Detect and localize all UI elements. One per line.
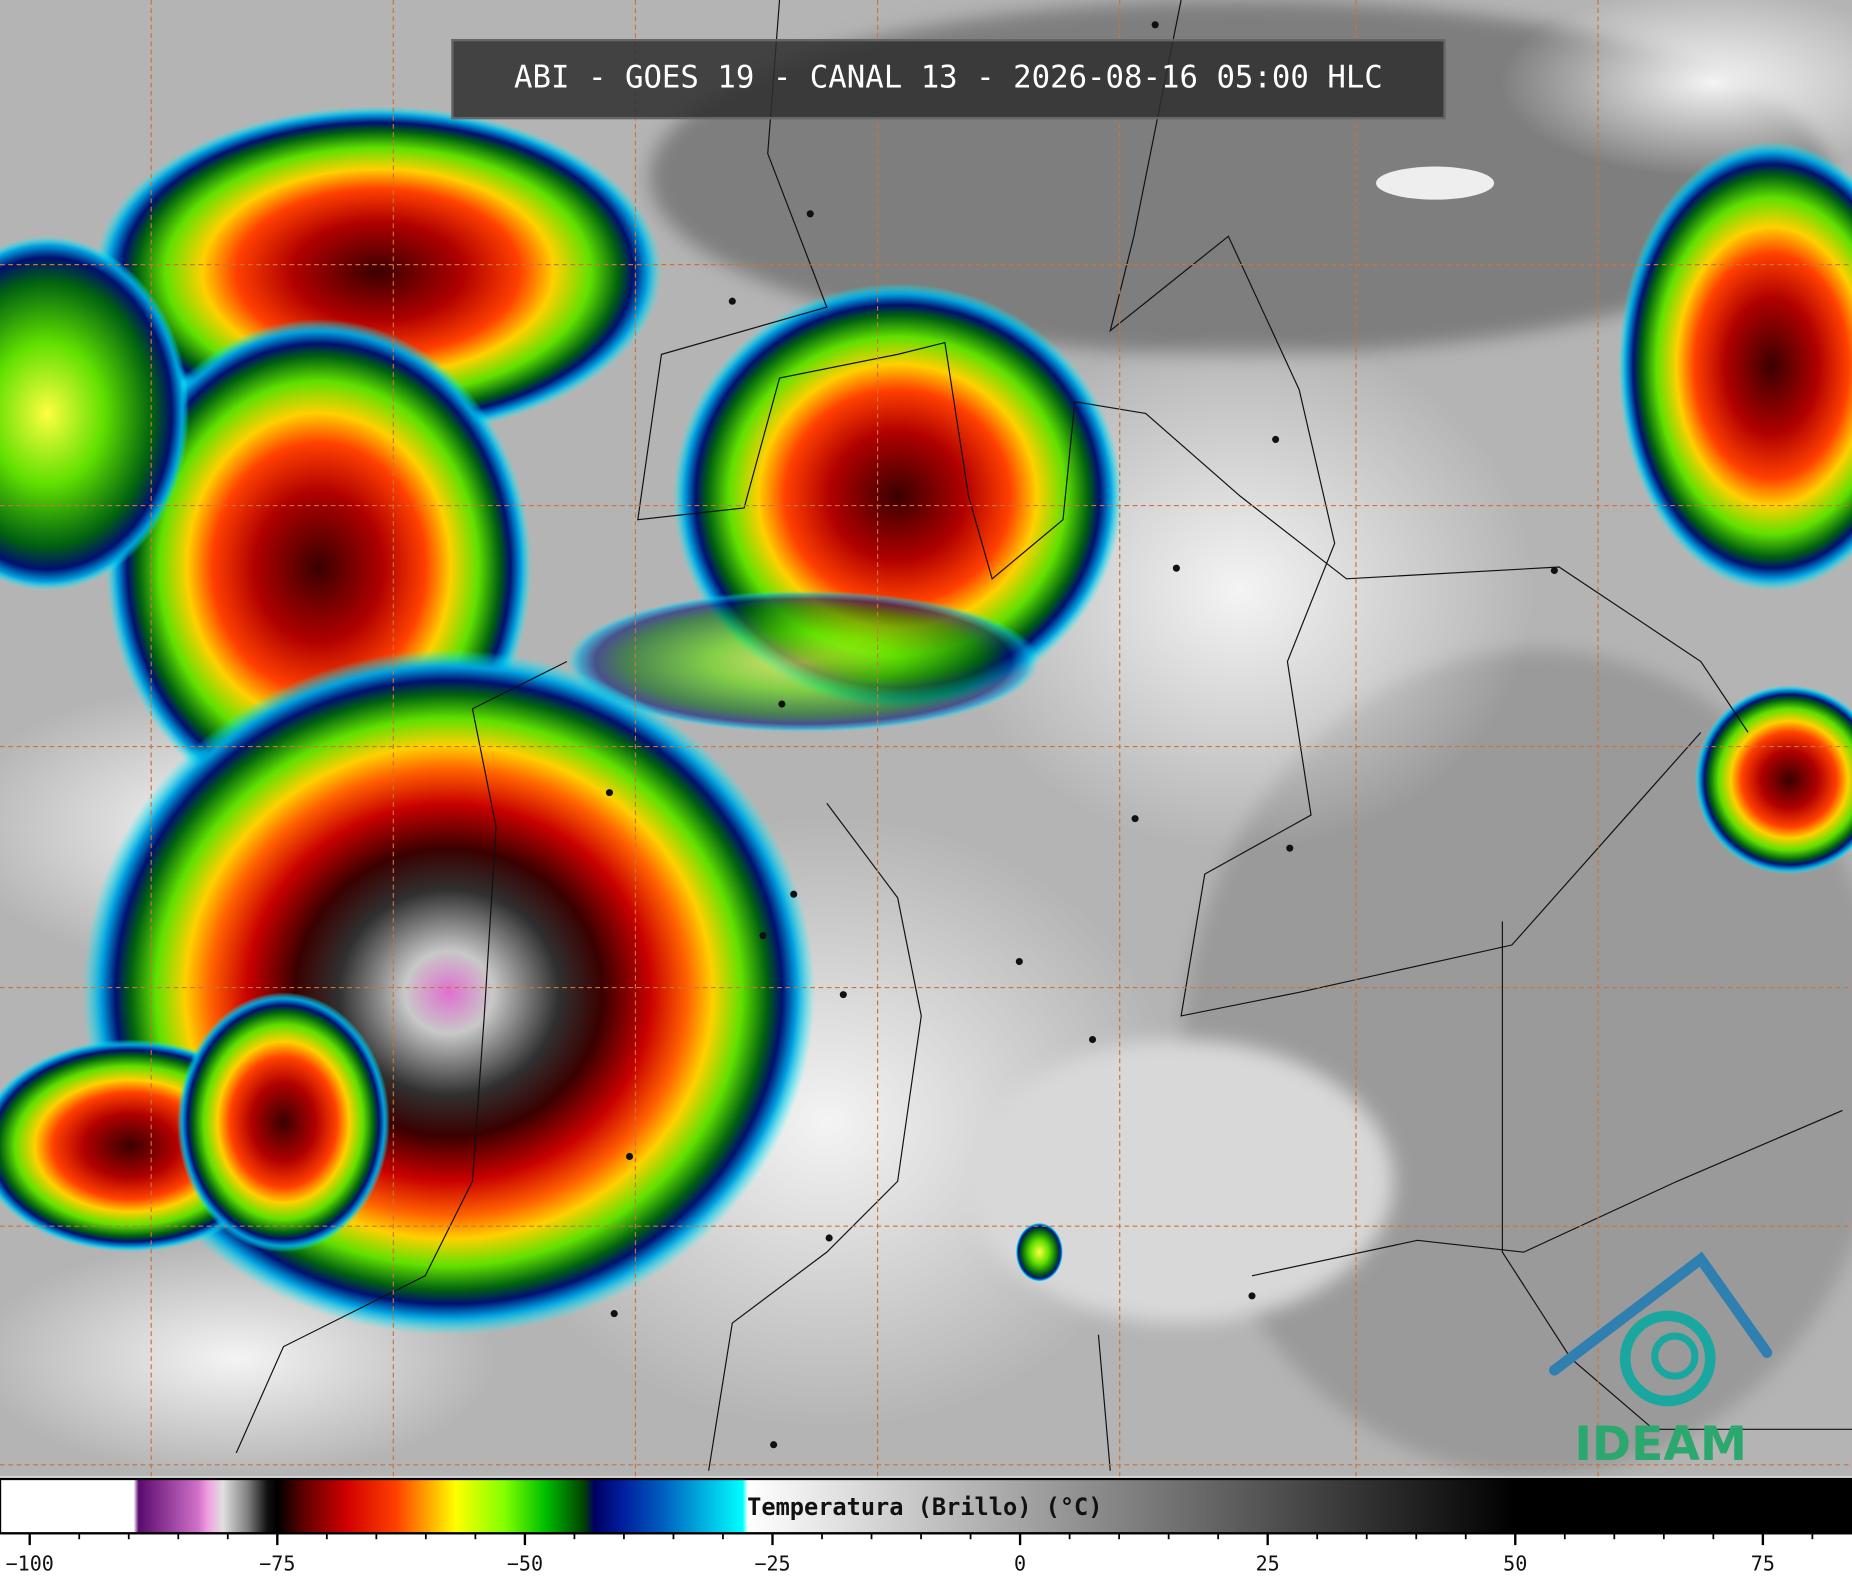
imagery [0, 0, 1852, 1477]
city-points [605, 21, 1558, 1449]
tick-label: −75 [259, 1552, 295, 1576]
colorbar: Temperatura (Brillo) (°C) −100 −75 −50 −25 0… [0, 1476, 1852, 1577]
logo: IDEAM [1549, 1251, 1773, 1472]
logo-text: IDEAM [1574, 1417, 1747, 1472]
colorbar-label: Temperatura (Brillo) (°C) [747, 1493, 1102, 1521]
tick-label: −50 [507, 1552, 543, 1576]
tick-label: 75 [1751, 1552, 1775, 1576]
tick-label: 0 [1014, 1552, 1026, 1576]
title: ABI - GOES 19 - CANAL 13 - 2026-08-16 05… [514, 60, 1383, 96]
colorbar-gradient [0, 1477, 1852, 1535]
borders [235, 0, 1852, 1471]
tick-label: −100 [6, 1552, 54, 1576]
title-box: ABI - GOES 19 - CANAL 13 - 2026-08-16 05… [451, 38, 1446, 120]
tick-label: 25 [1256, 1552, 1280, 1576]
graticule [0, 0, 1852, 1477]
tick-label: 50 [1503, 1552, 1527, 1576]
tick-label: −25 [754, 1552, 790, 1576]
